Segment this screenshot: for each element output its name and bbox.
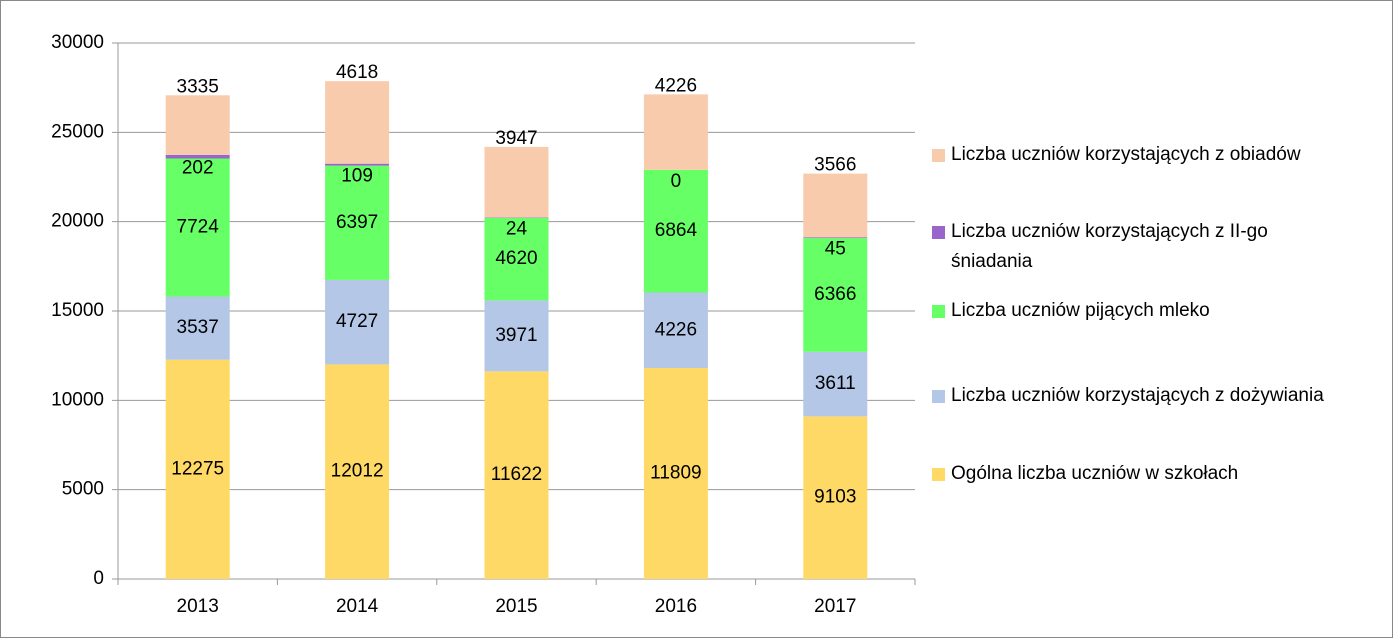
x-tick-label: 2016	[655, 596, 697, 617]
data-label: 3566	[814, 155, 856, 176]
legend-swatch	[932, 226, 945, 239]
data-label: 11622	[491, 464, 542, 485]
bar-segment	[165, 95, 230, 155]
bar-segment	[643, 368, 708, 579]
bar-segment	[484, 300, 549, 372]
legend-entry: Liczba uczniów korzystających z II-go śn…	[932, 217, 1352, 277]
data-label: 12275	[171, 458, 224, 479]
y-tick-label: 30000	[51, 32, 104, 53]
data-label: 3335	[177, 76, 219, 97]
data-label: 9103	[814, 487, 856, 508]
bar-segment	[165, 296, 230, 360]
data-label: 7724	[177, 217, 220, 238]
bar-segment	[484, 217, 549, 301]
legend-label: Ogólna liczba uczniów w szkołach	[951, 463, 1239, 484]
bar-segment	[803, 237, 868, 239]
y-tick-label: 10000	[51, 389, 104, 410]
data-label: 45	[825, 239, 846, 260]
legend-swatch	[932, 149, 945, 162]
data-label: 202	[182, 158, 214, 179]
bar-segment	[325, 165, 390, 280]
legend-swatch	[932, 390, 945, 403]
data-label: 24	[506, 219, 528, 240]
bar-segment	[803, 351, 868, 417]
legend-entry: Liczba uczniów korzystających z dożywian…	[932, 381, 1352, 411]
data-label: 3947	[495, 128, 537, 149]
legend-entry: Ogólna liczba uczniów w szkołach	[932, 459, 1352, 489]
legend-entry: Liczba uczniów korzystających z obiadów	[932, 140, 1352, 170]
data-label: 6397	[336, 212, 378, 233]
bar-segment	[325, 81, 390, 164]
data-label: 12012	[331, 461, 384, 482]
data-label: 3971	[495, 325, 537, 346]
bar-segment	[325, 279, 390, 365]
legend-label: Liczba uczniów korzystających z dożywian…	[951, 385, 1324, 406]
legend-entry: Liczba uczniów pijących mleko	[932, 296, 1352, 326]
bar-segment	[803, 238, 868, 352]
x-tick-label: 2013	[177, 596, 219, 617]
bar-segment	[484, 146, 549, 218]
legend-label: Liczba uczniów korzystających z obiadów	[951, 144, 1301, 165]
x-tick-label: 2014	[336, 596, 379, 617]
data-label: 4226	[655, 75, 697, 96]
bar-segment	[165, 154, 230, 159]
bar-segment	[165, 359, 230, 579]
x-tick-label: 2015	[495, 596, 537, 617]
data-label: 11809	[650, 463, 701, 484]
data-label: 6864	[655, 220, 698, 241]
bar-segment	[803, 173, 868, 238]
data-label: 0	[671, 171, 682, 192]
data-label: 6366	[814, 284, 856, 305]
y-tick-label: 20000	[51, 211, 104, 232]
y-tick-label: 15000	[51, 300, 104, 321]
bar-segment	[325, 364, 390, 579]
bar-segment	[643, 292, 708, 369]
bar-segment	[643, 94, 708, 170]
legend-swatch	[932, 305, 945, 318]
data-label: 4727	[336, 311, 378, 332]
bar-segment	[484, 371, 549, 579]
x-tick-label: 2017	[814, 596, 856, 617]
legend-swatch	[932, 468, 945, 481]
data-label: 4618	[336, 62, 378, 83]
legend-label: Liczba uczniów korzystających z II-go śn…	[951, 221, 1268, 272]
data-label: 4620	[495, 248, 537, 269]
y-tick-label: 0	[93, 568, 104, 589]
bar-segment	[165, 158, 230, 297]
y-tick-label: 25000	[51, 121, 104, 142]
data-label: 3537	[177, 317, 219, 338]
y-tick-label: 5000	[62, 479, 104, 500]
bar-segment	[325, 163, 390, 166]
data-label: 109	[341, 166, 373, 187]
bar-segment	[643, 169, 708, 293]
legend-label: Liczba uczniów pijących mleko	[951, 300, 1210, 321]
bar-segment	[803, 416, 868, 579]
data-label: 3611	[815, 373, 856, 394]
data-label: 4226	[655, 319, 697, 340]
